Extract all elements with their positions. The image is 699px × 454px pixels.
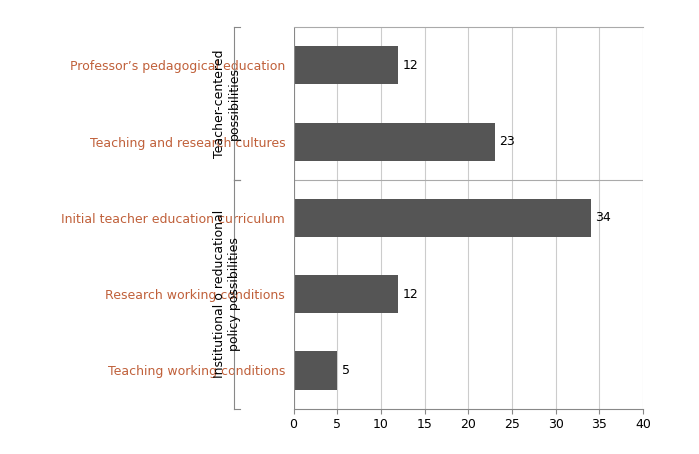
Bar	[294, 46, 398, 84]
Text: Teacher-centered
possibilities: Teacher-centered possibilities	[213, 49, 241, 158]
Bar	[294, 199, 591, 237]
Text: 34: 34	[595, 212, 611, 224]
Text: 12: 12	[403, 288, 419, 301]
Bar	[294, 351, 337, 390]
Bar	[294, 275, 398, 313]
Text: 23: 23	[499, 135, 514, 148]
Text: 12: 12	[403, 59, 419, 72]
Bar	[294, 123, 494, 161]
Text: 5: 5	[342, 364, 350, 377]
Text: Institutional o reducational
policy possibilities: Institutional o reducational policy poss…	[213, 210, 241, 378]
